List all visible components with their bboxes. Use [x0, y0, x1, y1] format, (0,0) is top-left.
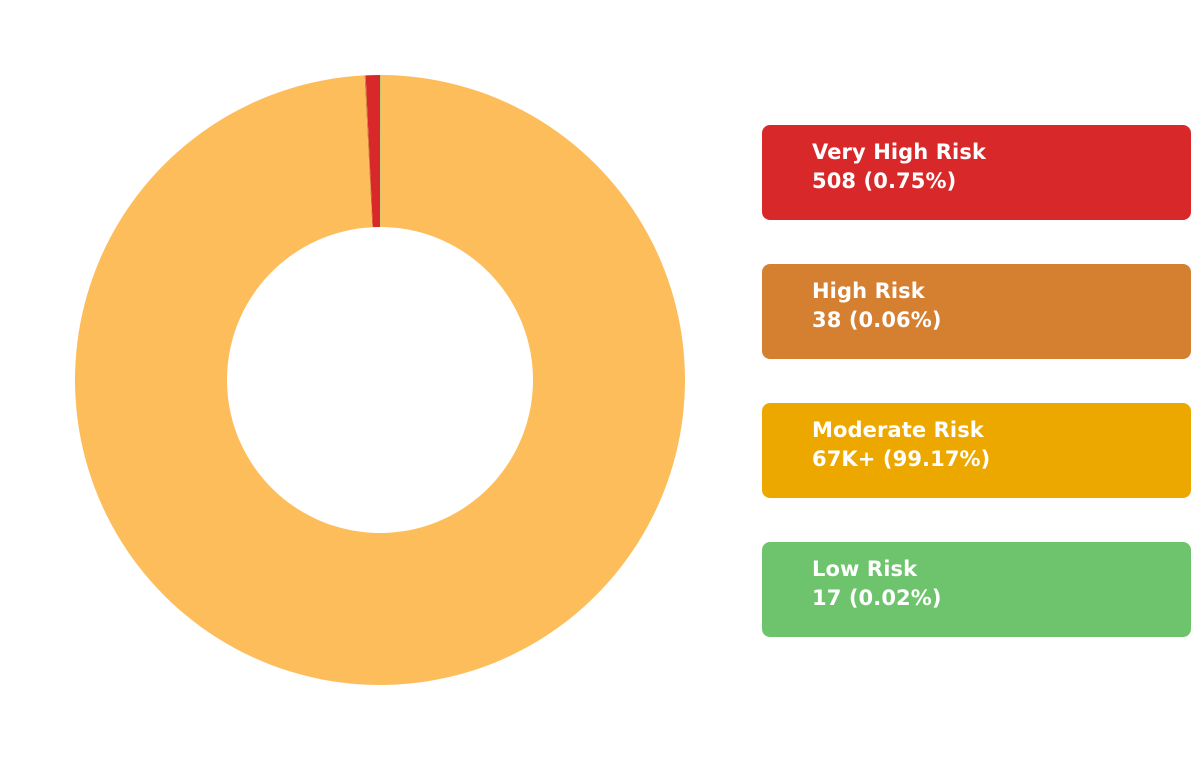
legend-value-high-risk: 38 (0.06%) — [812, 308, 942, 332]
legend-card-high-risk: High Risk 38 (0.06%) — [762, 264, 1191, 359]
donut-slice-high-risk — [364, 75, 373, 228]
legend-value-moderate-risk: 67K+ (99.17%) — [812, 447, 991, 471]
legend-label-very-high-risk: Very High Risk — [812, 140, 987, 164]
legend-label-moderate-risk: Moderate Risk — [812, 418, 984, 442]
legend-value-low-risk: 17 (0.02%) — [812, 586, 942, 610]
legend-label-high-risk: High Risk — [812, 279, 925, 303]
legend-label-low-risk: Low Risk — [812, 557, 918, 581]
legend-value-very-high-risk: 508 (0.75%) — [812, 169, 957, 193]
donut-slice-moderate-risk — [75, 75, 686, 686]
legend-card-moderate-risk: Moderate Risk 67K+ (99.17%) — [762, 403, 1191, 498]
donut-slice-very-high-risk — [365, 75, 380, 228]
legend-card-low-risk: Low Risk 17 (0.02%) — [762, 542, 1191, 637]
legend-card-very-high-risk: Very High Risk 508 (0.75%) — [762, 125, 1191, 220]
donut-chart — [75, 75, 686, 686]
